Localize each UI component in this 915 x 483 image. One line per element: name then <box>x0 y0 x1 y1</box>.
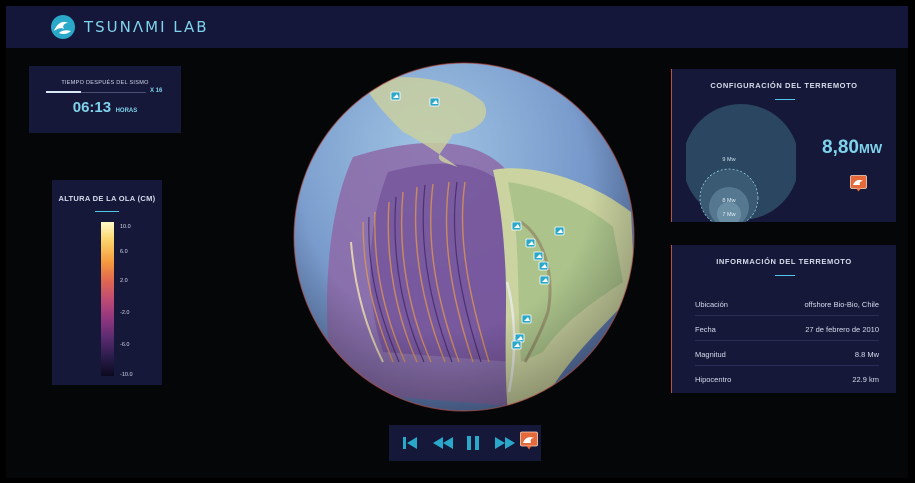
legend-title-underline <box>95 211 119 212</box>
legend-tick: 2.0 <box>120 278 128 284</box>
info-title-underline <box>775 275 795 276</box>
time-slider-fill <box>46 91 81 93</box>
magnitude-unit: MW <box>858 141 883 156</box>
circle-label: 8 Mw <box>722 198 735 204</box>
config-title-underline <box>775 99 795 100</box>
info-key: Magnitud <box>695 350 726 359</box>
tide-gauge-marker-icon <box>393 94 563 347</box>
info-row: Magnitud 8.8 Mw <box>695 347 879 366</box>
legend-tick: 6.0 <box>120 249 128 255</box>
info-value: 27 de febrero de 2010 <box>805 325 879 334</box>
config-title: CONFIGURACIÓN DEL TERREMOTO <box>710 81 858 90</box>
legend-tick: -10.0 <box>120 372 133 378</box>
info-key: Hipocentro <box>695 375 732 384</box>
earthquake-icon[interactable] <box>850 175 867 192</box>
info-value: offshore Bio-Bio, Chile <box>804 300 879 309</box>
app-name: TSUNΛMI LAB <box>84 18 209 36</box>
pause-icon[interactable] <box>465 432 481 454</box>
speed-multiplier[interactable]: X 16 <box>150 88 163 94</box>
info-row: Ubicación offshore Bio-Bio, Chile <box>695 297 879 316</box>
info-value: 8.8 Mw <box>854 350 879 359</box>
elapsed-time: 06:13 <box>72 99 112 116</box>
fast-forward-icon[interactable] <box>493 432 517 454</box>
legend-tick: -2.0 <box>120 310 130 316</box>
legend-tick: -6.0 <box>120 342 130 348</box>
earthquake-info-panel: INFORMACIÓN DEL TERREMOTO Ubicación offs… <box>671 245 896 393</box>
time-panel: TIEMPO DESPUÉS DEL SISMO X 16 06:13 HORA… <box>29 66 181 133</box>
skip-to-start-icon[interactable] <box>401 432 419 454</box>
info-key: Fecha <box>695 325 716 334</box>
magnitude-number: 8,80 <box>822 137 859 158</box>
legend-tick: 10.0 <box>120 224 131 230</box>
magnitude-value: 8,80MW <box>822 137 882 159</box>
info-row: Fecha 27 de febrero de 2010 <box>695 322 879 341</box>
wave-logo-icon <box>51 15 75 39</box>
playback-controls <box>389 425 541 461</box>
info-title: INFORMACIÓN DEL TERREMOTO <box>716 257 852 266</box>
legend-title: ALTURA DE LA OLA (CM) <box>58 194 156 203</box>
earthquake-icon[interactable] <box>520 431 538 453</box>
app-logo[interactable]: TSUNΛMI LAB <box>50 14 209 40</box>
info-row: Hipocentro 22.9 km <box>695 372 879 390</box>
time-label: TIEMPO DESPUÉS DEL SISMO <box>61 80 149 86</box>
wave-height-legend: ALTURA DE LA OLA (CM) 10.0 6.0 2.0 -2.0 … <box>52 180 162 385</box>
circle-label: 9 Mw <box>722 157 735 163</box>
circle-label: 7 Mw <box>722 212 735 218</box>
rewind-icon[interactable] <box>431 432 455 454</box>
time-unit: HORAS <box>115 108 138 114</box>
app-frame: TSUNΛMI LAB TIEMPO DESPUÉS DEL SISMO X 1… <box>6 6 908 478</box>
info-value: 22.9 km <box>852 375 879 384</box>
earthquake-config-panel: CONFIGURACIÓN DEL TERREMOTO 9 Mw 8 Mw 7 … <box>671 69 896 222</box>
top-bar: TSUNΛMI LAB <box>6 6 908 48</box>
color-scale-bar <box>101 222 114 376</box>
time-slider-track[interactable] <box>46 92 146 93</box>
tsunami-globe[interactable] <box>293 62 635 412</box>
time-slider[interactable]: X 16 <box>29 88 181 97</box>
info-key: Ubicación <box>695 300 728 309</box>
magnitude-circles[interactable]: 9 Mw 8 Mw 7 Mw <box>686 98 796 222</box>
